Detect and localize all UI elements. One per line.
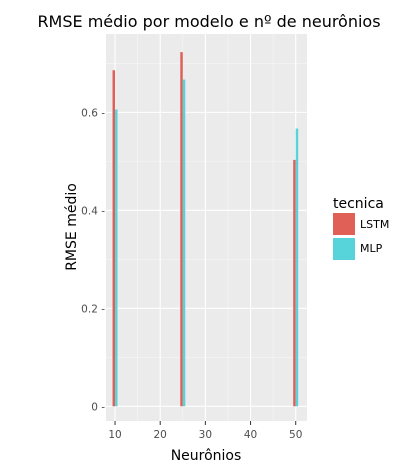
x-tick-label: 30 — [199, 429, 212, 441]
plot-panel — [106, 34, 307, 421]
legend: tecnica LSTM MLP — [333, 196, 389, 260]
legend-title: tecnica — [333, 196, 384, 212]
legend-label-lstm: LSTM — [360, 218, 389, 231]
y-tick-label: 0.6 - — [81, 107, 105, 119]
legend-swatch-mlp — [333, 238, 355, 260]
x-tick-label: 20 — [154, 429, 167, 441]
bar-lstm-25 — [180, 52, 183, 407]
y-tick-label: 0 - — [91, 401, 105, 413]
y-tick-label: 0.2 - — [81, 303, 105, 315]
legend-label-mlp: MLP — [360, 242, 383, 255]
bar-mlp-50 — [295, 128, 299, 407]
y-tick-label: 0.4 - — [81, 205, 105, 217]
x-tick-label: 40 — [244, 429, 257, 441]
x-tick-label: 50 — [289, 429, 302, 441]
bar-mlp-10 — [115, 109, 118, 407]
bar-lstm-50 — [293, 159, 296, 407]
bars — [112, 52, 299, 407]
x-tick-label: 10 — [108, 429, 121, 441]
y-axis-ticks: 0 - 0.2 - 0.4 - 0.6 - — [81, 107, 105, 413]
bar-mlp-25 — [182, 79, 186, 407]
x-axis-title: Neurônios — [171, 448, 242, 464]
y-axis-title: RMSE médio — [64, 183, 80, 271]
bar-lstm-10 — [112, 70, 116, 407]
x-axis-ticks: 10 20 30 40 50 — [108, 421, 302, 441]
chart-title: RMSE médio por modelo e nº de neurônios — [37, 12, 380, 31]
legend-swatch-lstm — [333, 213, 355, 235]
